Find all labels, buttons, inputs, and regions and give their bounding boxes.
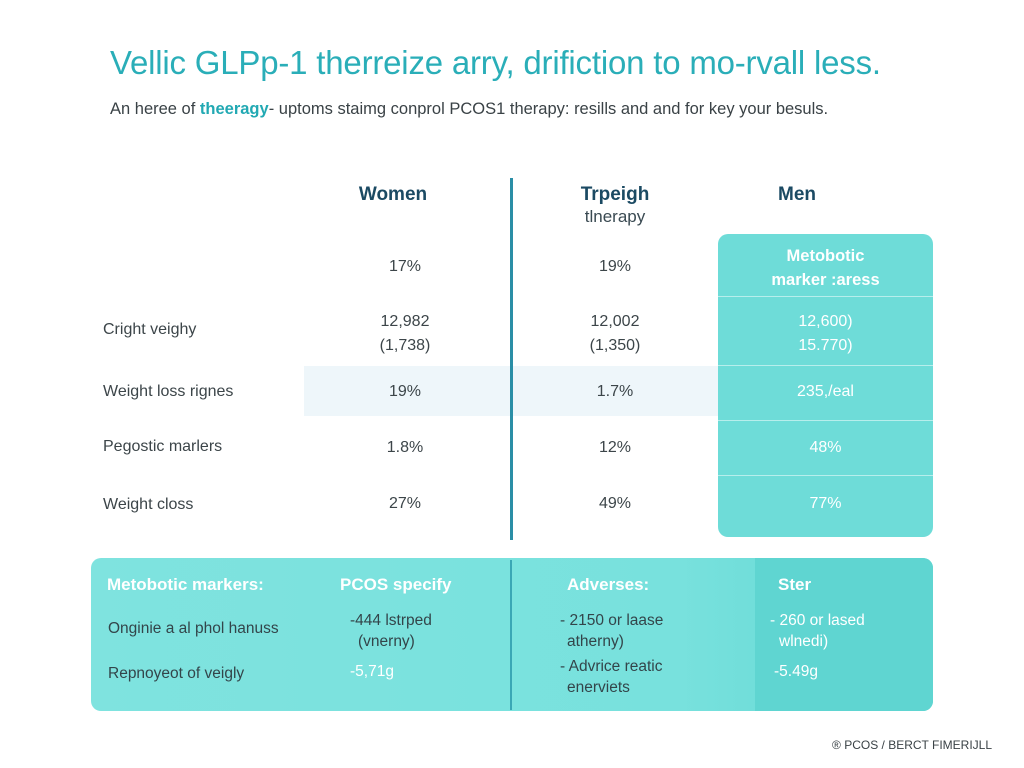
adverses-item: - 2150 or laase <box>560 612 664 629</box>
adverses-item: - Advrice reatic <box>560 658 663 675</box>
men-panel <box>718 234 933 537</box>
cell-men: 77% <box>809 495 842 512</box>
column-header-men: Men <box>778 184 816 205</box>
footer-credit: ® PCOS / BERCT FIMERIJLL <box>832 738 992 752</box>
row-label: Cright veighy <box>103 321 197 338</box>
row-label: Weight loss rignes <box>103 383 234 400</box>
subtitle-highlight: theeragy <box>199 100 269 118</box>
summary-row-label: Onginie a al phol hanuss <box>108 620 279 637</box>
men-panel-header: Metobotic marker :aress <box>771 247 880 289</box>
subtitle-pre: An heree of <box>110 100 200 118</box>
cell-therapy: 19% <box>598 258 632 275</box>
summary-header: PCOS specify <box>340 575 452 594</box>
cell-women: 1.8% <box>386 439 424 456</box>
subtitle-post: - uptoms staimg conprol PCOS1 therapy: r… <box>268 100 829 118</box>
ster-item: -5.49g <box>774 663 818 680</box>
adverses-item: atherny) <box>567 633 624 650</box>
subtitle: An heree of theeragy- uptoms staimg conp… <box>110 100 828 119</box>
summary-divider <box>510 560 512 710</box>
summary-header: Metobotic markers: <box>107 575 264 594</box>
summary-row-label: Repnoyeot of veigly <box>108 665 245 682</box>
divider <box>718 296 933 297</box>
cell-therapy: 12% <box>598 439 632 456</box>
pcos-item: -444 lstrped <box>350 612 432 629</box>
cell-women: 27% <box>388 495 422 512</box>
column-header-therapy: Trpeigh <box>580 184 650 205</box>
cell-women: 12,982 (1,738) <box>379 313 431 354</box>
cell-therapy: 1.7% <box>596 383 634 400</box>
pcos-item: (vnerny) <box>358 633 415 650</box>
summary-panel <box>91 558 933 711</box>
adverses-item: enerviets <box>567 679 630 696</box>
row-label: Weight closs <box>103 496 194 513</box>
cell-men: 12,600) 15.770) <box>798 313 853 354</box>
ster-item: - 260 or lased <box>770 612 865 629</box>
divider <box>718 475 933 476</box>
divider <box>718 365 933 366</box>
summary-header: Adverses: <box>567 575 650 594</box>
page-title: Vellic GLPp-1 therreize arry, drifiction… <box>110 44 881 81</box>
ster-item: wlnedi) <box>779 633 829 650</box>
cell-men: 48% <box>809 439 842 456</box>
column-header-women: Women <box>358 184 428 205</box>
cell-women: 19% <box>388 383 422 400</box>
cell-men: 235,/eal <box>797 383 854 400</box>
column-divider <box>510 178 513 540</box>
row-label: Pegostic marlers <box>103 438 223 455</box>
cell-women: 17% <box>388 258 422 275</box>
cell-therapy: 12,002 (1,350) <box>589 313 641 354</box>
pcos-item: -5,71g <box>350 663 394 680</box>
divider <box>718 420 933 421</box>
column-subheader-therapy: tlnerapy <box>584 207 646 226</box>
summary-header: Ster <box>778 575 812 594</box>
cell-therapy: 49% <box>598 495 632 512</box>
summary-panel-highlight <box>755 558 933 711</box>
